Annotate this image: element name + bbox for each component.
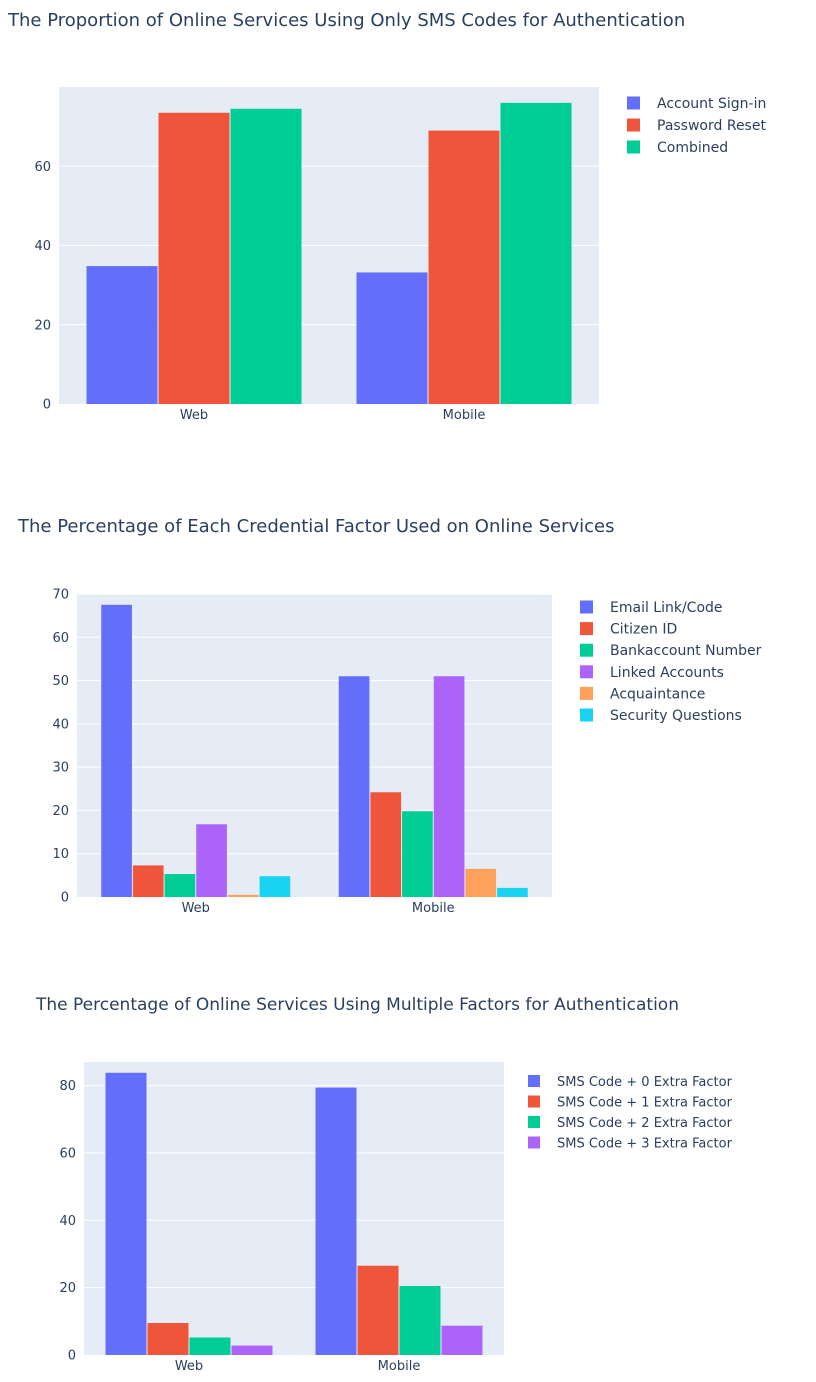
legend-swatch[interactable]: [528, 1095, 540, 1108]
bar-linked-accounts-web[interactable]: [196, 824, 227, 897]
y-tick-label: 40: [52, 717, 69, 732]
x-tick-label: Web: [180, 408, 208, 423]
y-tick-label: 20: [59, 1281, 76, 1296]
bar-sms-code-1-extra-factor-web[interactable]: [147, 1323, 189, 1355]
bar-acquaintance-web[interactable]: [227, 894, 259, 897]
y-tick-label: 50: [52, 674, 69, 689]
chart-title: The Percentage of Each Credential Factor…: [17, 516, 614, 537]
x-tick-label: Web: [175, 1359, 203, 1374]
chart-sms-only: The Proportion of Online Services Using …: [0, 0, 816, 460]
bar-citizen-id-web[interactable]: [132, 865, 164, 897]
bar-sms-code-2-extra-factor-web[interactable]: [189, 1337, 231, 1355]
bar-acquaintance-mobile[interactable]: [465, 868, 497, 897]
bar-email-link-code-web[interactable]: [101, 604, 132, 897]
bar-email-link-code-mobile[interactable]: [338, 676, 370, 897]
bar-security-questions-web[interactable]: [259, 876, 291, 897]
bar-sms-code-2-extra-factor-mobile[interactable]: [399, 1285, 441, 1355]
bar-account-sign-in-web[interactable]: [86, 266, 158, 404]
bar-combined-web[interactable]: [230, 108, 302, 404]
legend-item-label[interactable]: SMS Code + 0 Extra Factor: [557, 1075, 733, 1090]
legend-item-label[interactable]: Acquaintance: [610, 686, 705, 702]
legend-swatch[interactable]: [528, 1075, 540, 1087]
legend-item-label[interactable]: Email Link/Code: [610, 600, 723, 616]
y-tick-label: 30: [52, 761, 69, 776]
y-tick-label: 0: [43, 398, 51, 413]
bar-security-questions-mobile[interactable]: [497, 887, 528, 897]
bar-sms-code-3-extra-factor-mobile[interactable]: [441, 1325, 483, 1355]
bar-password-reset-mobile[interactable]: [428, 130, 500, 404]
y-tick-label: 60: [52, 631, 69, 646]
legend-item-label[interactable]: Security Questions: [610, 708, 742, 724]
y-tick-label: 0: [68, 1349, 76, 1364]
legend-swatch[interactable]: [580, 643, 593, 657]
y-tick-label: 70: [52, 588, 69, 603]
x-tick-label: Mobile: [378, 1359, 421, 1374]
bar-sms-code-3-extra-factor-web[interactable]: [231, 1345, 273, 1355]
bar-account-sign-in-mobile[interactable]: [356, 272, 428, 404]
bar-sms-code-1-extra-factor-mobile[interactable]: [357, 1265, 399, 1355]
bar-citizen-id-mobile[interactable]: [370, 792, 402, 897]
x-tick-label: Mobile: [443, 408, 486, 423]
legend-item-label[interactable]: Linked Accounts: [610, 665, 724, 681]
chart-sms-only-svg: The Proportion of Online Services Using …: [7, 10, 766, 423]
y-tick-label: 80: [59, 1079, 76, 1094]
plot-area: [84, 1062, 504, 1355]
legend-swatch[interactable]: [627, 118, 640, 132]
legend-item-label[interactable]: Password Reset: [657, 118, 766, 134]
legend-item-label[interactable]: SMS Code + 1 Extra Factor: [557, 1096, 733, 1111]
legend-item-label[interactable]: SMS Code + 2 Extra Factor: [557, 1116, 733, 1131]
chart-credential-factors-svg: The Percentage of Each Credential Factor…: [17, 516, 762, 916]
legend-swatch[interactable]: [580, 686, 593, 700]
bar-password-reset-web[interactable]: [158, 112, 230, 404]
legend-item-label[interactable]: Citizen ID: [610, 622, 677, 638]
bar-sms-code-0-extra-factor-web[interactable]: [105, 1072, 147, 1355]
chart-credential-factors: The Percentage of Each Credential Factor…: [0, 500, 816, 930]
y-tick-label: 40: [34, 239, 51, 254]
legend-swatch[interactable]: [528, 1136, 540, 1149]
y-tick-label: 40: [59, 1214, 76, 1229]
legend-swatch[interactable]: [627, 96, 640, 110]
bar-bankaccount-number-mobile[interactable]: [402, 811, 433, 897]
legend-item-label[interactable]: Account Sign-in: [657, 96, 766, 112]
y-tick-label: 10: [52, 847, 69, 862]
legend-swatch[interactable]: [580, 665, 593, 679]
y-tick-label: 60: [34, 160, 51, 175]
legend-item-label[interactable]: SMS Code + 3 Extra Factor: [557, 1137, 733, 1152]
y-tick-label: 60: [59, 1146, 76, 1161]
bar-sms-code-0-extra-factor-mobile[interactable]: [315, 1087, 357, 1355]
plot-area: [77, 594, 552, 897]
x-tick-label: Web: [182, 901, 210, 916]
chart-title: The Proportion of Online Services Using …: [7, 10, 685, 31]
bar-linked-accounts-mobile[interactable]: [433, 676, 465, 897]
legend-swatch[interactable]: [580, 622, 593, 636]
bar-bankaccount-number-web[interactable]: [164, 874, 196, 897]
x-tick-label: Mobile: [412, 901, 455, 916]
legend-swatch[interactable]: [580, 600, 593, 614]
y-tick-label: 20: [34, 318, 51, 333]
chart-title: The Percentage of Online Services Using …: [35, 995, 679, 1015]
y-tick-label: 0: [61, 891, 69, 906]
legend-swatch[interactable]: [580, 708, 593, 722]
chart-multiple-factors: The Percentage of Online Services Using …: [0, 975, 816, 1380]
bar-combined-mobile[interactable]: [500, 102, 572, 404]
legend-item-label[interactable]: Bankaccount Number: [610, 643, 762, 659]
chart-multiple-factors-svg: The Percentage of Online Services Using …: [35, 995, 733, 1374]
legend-swatch[interactable]: [627, 140, 640, 154]
legend-swatch[interactable]: [528, 1116, 540, 1128]
legend-item-label[interactable]: Combined: [657, 140, 728, 156]
y-tick-label: 20: [52, 804, 69, 819]
